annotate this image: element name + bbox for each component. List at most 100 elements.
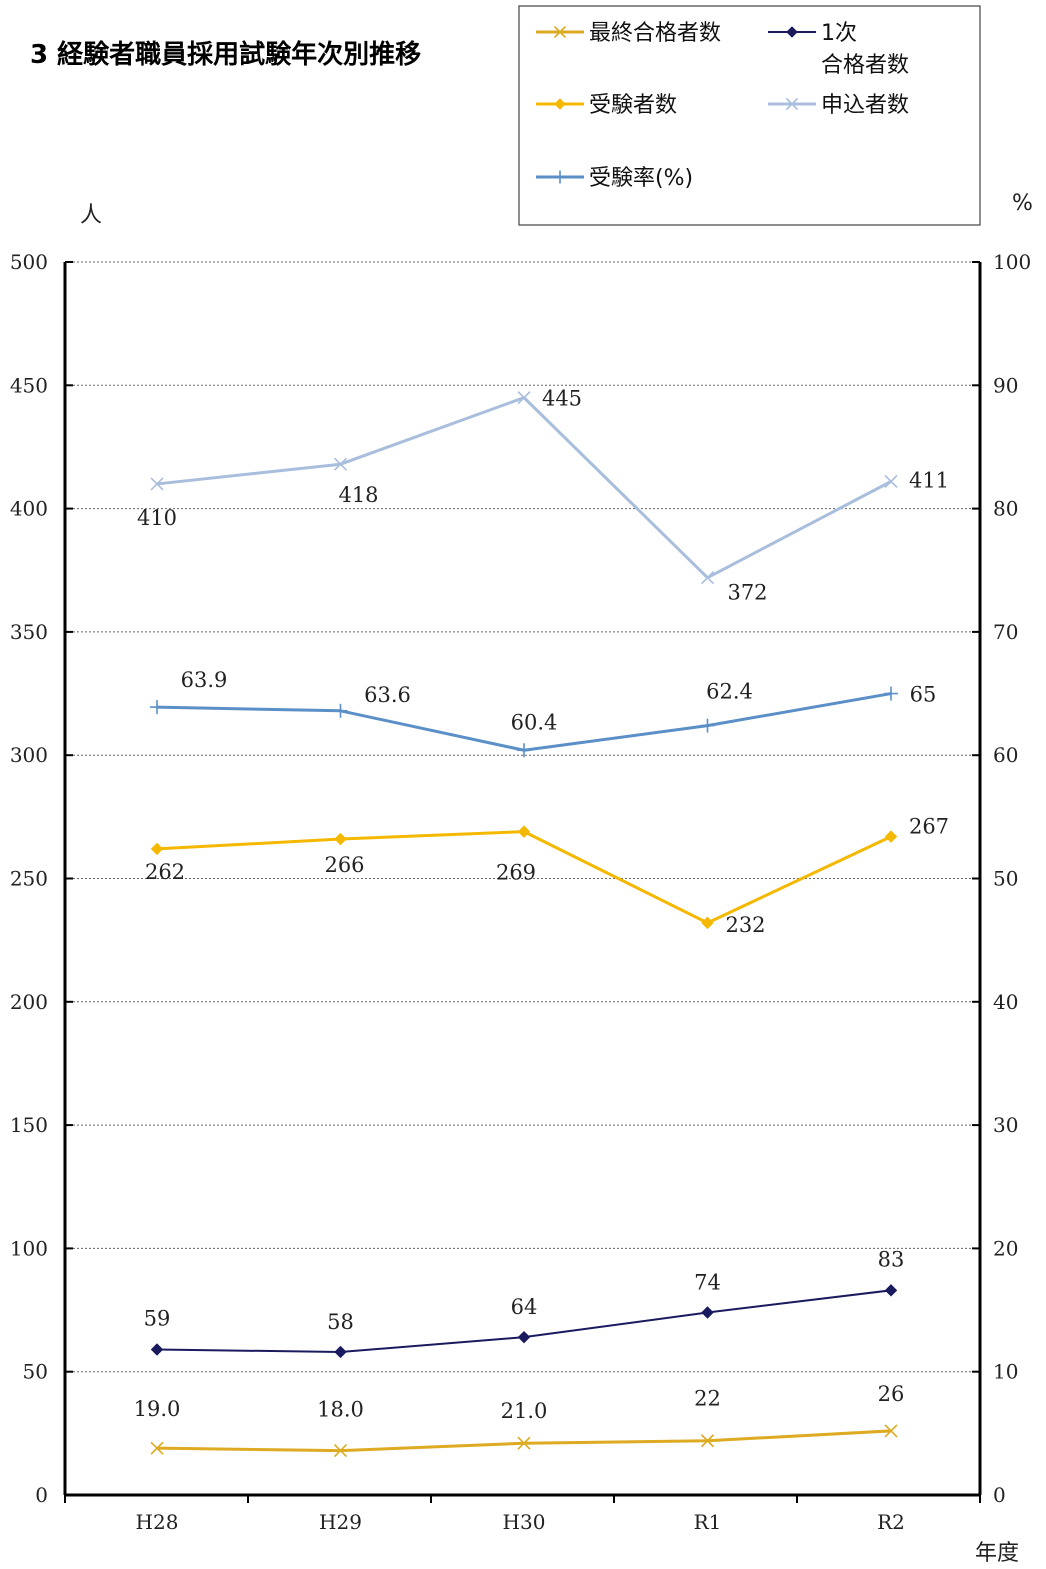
data-point <box>884 1284 898 1297</box>
data-point <box>150 477 164 491</box>
data-point <box>333 1444 348 1458</box>
left-axis-ticks: 0 50 100 150 200 250 300 350 400 450 500 <box>10 250 48 1507</box>
left-tick-label: 300 <box>10 743 48 767</box>
data-point <box>517 391 531 405</box>
data-point <box>701 916 714 930</box>
data-label: 410 <box>137 506 177 530</box>
data-label: 19.0 <box>134 1397 181 1421</box>
data-point <box>517 825 531 838</box>
legend-item: 受験者数 <box>536 93 677 118</box>
legend-box <box>518 5 981 226</box>
data-label: 232 <box>725 913 765 937</box>
data-label: 262 <box>145 860 185 884</box>
x-tick-label: H29 <box>319 1510 362 1534</box>
right-tick-label: 70 <box>993 620 1018 644</box>
series-line <box>156 396 892 580</box>
data-label: 18.0 <box>317 1398 364 1422</box>
data-point <box>884 830 898 843</box>
left-tick-label: 0 <box>35 1483 48 1507</box>
data-label: 65 <box>910 683 937 707</box>
data-label: 60.4 <box>511 710 558 734</box>
legend-item: 受験率(%) <box>536 166 693 191</box>
data-point <box>517 1436 531 1450</box>
chart-title: 3 経験者職員採用試験年次別推移 <box>30 39 421 70</box>
data-point <box>884 686 898 701</box>
data-point <box>150 1441 164 1455</box>
data-point <box>700 1434 715 1448</box>
data-point <box>553 170 567 184</box>
legend-label: 1次 <box>821 21 857 46</box>
series-lines <box>150 391 898 1458</box>
right-tick-label: 10 <box>993 1360 1018 1384</box>
right-tick-label: 90 <box>993 373 1018 397</box>
x-axis-ticks: H28 H29 H30 R1 R2 <box>136 1510 905 1534</box>
data-point <box>884 474 898 489</box>
data-point <box>334 832 347 846</box>
data-label: 26 <box>878 1382 905 1406</box>
data-point <box>150 700 164 715</box>
data-label: 267 <box>909 815 949 839</box>
data-label: 21.0 <box>501 1399 548 1423</box>
data-point <box>884 1424 898 1438</box>
legend-label: 申込者数 <box>821 93 909 118</box>
data-label: 22 <box>694 1387 721 1411</box>
legend-item: 最終合格者数 <box>536 21 721 46</box>
data-label: 62.4 <box>706 680 753 704</box>
series-line <box>156 1429 892 1453</box>
data-point <box>517 743 531 758</box>
x-axis-label: 年度 <box>975 1541 1019 1566</box>
data-point <box>333 703 348 718</box>
data-label: 63.6 <box>364 683 411 707</box>
right-tick-label: 80 <box>993 497 1018 521</box>
data-point <box>150 842 164 856</box>
data-label: 63.9 <box>181 668 228 692</box>
data-label: 372 <box>727 581 767 605</box>
data-point <box>333 457 348 471</box>
data-point <box>700 718 715 733</box>
data-label: 269 <box>496 861 536 885</box>
gridlines <box>65 261 980 1373</box>
data-point <box>150 1343 164 1356</box>
left-tick-label: 200 <box>10 990 48 1014</box>
data-point <box>554 98 566 110</box>
data-label: 74 <box>694 1271 721 1295</box>
data-point <box>334 1345 347 1359</box>
right-tick-label: 100 <box>993 250 1031 274</box>
left-tick-label: 150 <box>10 1113 48 1137</box>
data-point <box>785 97 799 111</box>
left-tick-label: 450 <box>10 373 48 397</box>
data-point <box>553 25 567 39</box>
data-label: 411 <box>909 468 949 492</box>
x-tick-label: H28 <box>136 1510 179 1534</box>
data-label: 418 <box>338 483 378 507</box>
left-axis-unit: 人 <box>80 203 102 228</box>
data-label: 64 <box>511 1295 538 1319</box>
data-point <box>700 571 715 585</box>
x-tick-label: H30 <box>503 1510 546 1534</box>
right-tick-label: 30 <box>993 1113 1018 1137</box>
legend-label: 受験率(%) <box>589 166 693 191</box>
right-tick-label: 20 <box>993 1236 1018 1260</box>
right-tick-label: 50 <box>993 867 1018 891</box>
legend-label: 合格者数 <box>821 53 909 78</box>
legend-item: 申込者数 <box>768 93 909 118</box>
right-tick-label: 0 <box>993 1483 1006 1507</box>
right-axis-unit: % <box>1012 191 1033 216</box>
legend-label: 受験者数 <box>589 93 677 118</box>
axes <box>63 261 982 1503</box>
data-label: 59 <box>144 1307 171 1331</box>
data-point <box>517 1330 531 1344</box>
data-labels: 19.0 18.0 21.0 22 26 59 58 64 74 83 262 266 269 232 26… <box>134 387 949 1424</box>
left-tick-label: 250 <box>10 867 48 891</box>
data-label: 266 <box>324 853 364 877</box>
right-tick-label: 60 <box>993 743 1018 767</box>
data-point <box>786 26 798 38</box>
left-tick-label: 500 <box>10 250 48 274</box>
data-label: 445 <box>542 387 582 411</box>
legend-label: 最終合格者数 <box>589 21 721 46</box>
x-tick-label: R1 <box>694 1510 722 1534</box>
left-tick-label: 100 <box>10 1236 48 1260</box>
